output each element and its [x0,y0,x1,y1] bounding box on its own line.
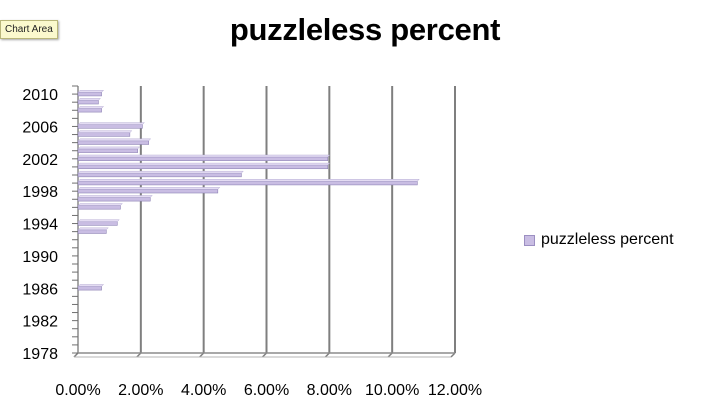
x-tick-label: 0.00% [55,382,100,399]
y-tick-label: 1990 [22,249,58,266]
bar[interactable] [77,179,420,186]
bar[interactable] [77,170,244,178]
bar[interactable] [77,154,331,161]
x-tick-label: 10.00% [365,382,419,399]
bar-top [77,179,420,182]
bar-top [77,122,145,125]
chart-area-tooltip: Chart Area [0,20,58,39]
chart-legend[interactable]: puzzleless percent [524,231,674,249]
bar-face [77,156,329,161]
bar-face [77,132,131,137]
bar-face [77,108,102,113]
bar-top [77,284,105,287]
bar[interactable] [77,195,153,202]
y-tick-label: 2002 [22,152,58,169]
bar-top [77,162,331,166]
bar-top [77,106,105,109]
bar-top [77,154,331,158]
x-tick-label: 6.00% [244,382,289,399]
y-tick-label: 1986 [22,281,58,298]
bar-top [77,138,152,142]
legend-swatch [524,234,535,246]
bar-face [77,189,219,194]
bar[interactable] [77,138,152,145]
bar-face [77,197,151,202]
bar[interactable] [77,219,120,226]
bar-face [77,221,118,226]
bar[interactable] [77,203,123,210]
bar[interactable] [77,130,133,137]
bar[interactable] [77,284,105,291]
bar-face [77,91,102,97]
bar-face [77,205,121,210]
bar[interactable] [77,106,105,113]
bar-top [77,98,101,101]
bar[interactable] [77,122,145,129]
bar-top [77,195,153,198]
y-tick-label: 1978 [22,346,58,363]
bar-top [77,170,244,174]
bar[interactable] [77,227,109,234]
chart-title: puzzleless percent [229,12,501,47]
bar[interactable] [77,187,221,194]
bar-face [77,148,138,153]
bar-face [77,180,418,186]
x-tick-label: 12.00% [428,382,482,399]
bar[interactable] [77,98,101,105]
bar-top [77,187,221,190]
legend-label: puzzleless percent [541,231,674,248]
y-tick-label: 1998 [22,184,58,201]
bar[interactable] [77,162,331,170]
bar-top [77,90,105,93]
bar-face [77,100,99,105]
y-tick-label: 1982 [22,314,58,331]
y-tick-label: 2010 [22,87,58,104]
bar-face [77,124,143,129]
x-tick-label: 8.00% [307,382,352,399]
bar-face [77,164,329,170]
bar-face [77,140,149,145]
bar-top [77,227,109,231]
x-tick-label: 4.00% [181,382,226,399]
bar-face [77,172,242,178]
bar[interactable] [77,90,105,97]
bar[interactable] [77,146,141,153]
x-tick-mark [73,352,79,358]
y-tick-label: 1994 [22,217,58,234]
bar-top [77,130,133,133]
bar-top [77,219,120,222]
bar-top [77,146,141,150]
bar-face [77,229,107,234]
bar-top [77,203,123,206]
y-tick-label: 2006 [22,119,58,136]
x-tick-label: 2.00% [118,382,163,399]
bar-face [77,286,102,291]
